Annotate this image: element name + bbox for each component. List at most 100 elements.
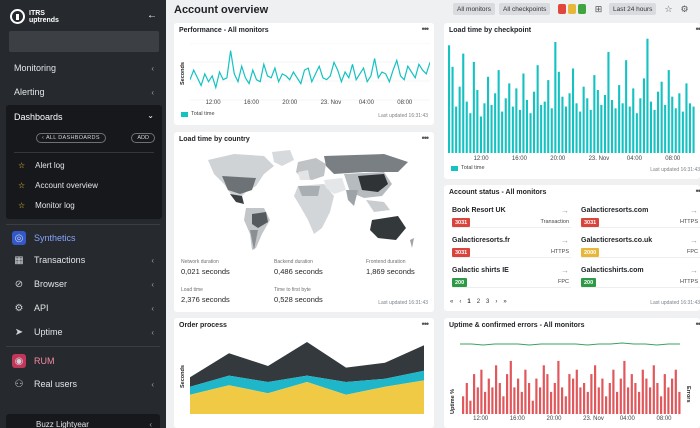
dashboards-title[interactable]: Dashboards — [14, 112, 63, 122]
monitor-type: HTTPS — [679, 219, 698, 225]
chevron-down-icon[interactable]: ⌄ — [147, 111, 154, 120]
monitor-status-item[interactable]: Galacticresorts.co.uk → 2000 FPC — [581, 236, 700, 258]
map-china — [358, 174, 388, 192]
error-bar — [674, 369, 677, 414]
order-process-panel: Order process ••• Seconds — [174, 318, 434, 428]
bar — [494, 93, 497, 153]
all-monitors-filter[interactable]: All monitors — [453, 3, 495, 15]
bar — [667, 70, 670, 153]
error-bar — [601, 378, 604, 414]
monitor-status-item[interactable]: Galacticresorts.com → 3031 HTTPS — [581, 206, 700, 228]
page-title: Account overview — [174, 4, 269, 16]
compass-icon: ⊘ — [14, 278, 24, 290]
send-icon: ➤ — [14, 326, 24, 338]
error-bar — [612, 369, 615, 414]
bar — [455, 106, 458, 153]
dashboard-link-alert-log[interactable]: ☆ Alert log — [18, 161, 65, 170]
map-mexico — [230, 194, 244, 204]
star-icon[interactable]: ☆ — [18, 181, 26, 190]
panel-title: Load time by checkpoint — [449, 27, 532, 34]
status-filter-red[interactable] — [558, 4, 566, 14]
user-menu[interactable]: Buzz Lightyear ‹ — [6, 414, 160, 428]
add-dashboard-button[interactable]: ADD — [131, 133, 155, 143]
sidebar-item-label: Alerting — [14, 87, 45, 97]
more-options-icon[interactable]: ••• — [695, 319, 700, 329]
page-3[interactable]: 3 — [486, 299, 490, 305]
star-icon[interactable]: ☆ — [18, 201, 26, 210]
monitor-type: FPC — [558, 279, 569, 285]
bar — [642, 78, 645, 153]
star-icon[interactable]: ☆ — [664, 3, 673, 14]
error-bar — [627, 387, 630, 414]
bar — [572, 68, 575, 153]
more-options-icon[interactable]: ••• — [421, 133, 430, 143]
more-options-icon[interactable]: ••• — [695, 186, 700, 196]
sidebar-item-uptime[interactable]: ➤ Uptime ‹ — [0, 321, 166, 343]
error-bar — [473, 374, 476, 414]
arrow-right-icon[interactable]: → — [561, 266, 569, 275]
monitor-name: Galacticshirts.com — [581, 267, 644, 274]
bar — [649, 101, 652, 153]
chevron-left-icon: ‹ — [151, 255, 154, 265]
bar — [564, 106, 567, 153]
logo[interactable]: ITRS uptrends — [10, 9, 59, 24]
collapse-sidebar-icon[interactable]: ← — [147, 10, 157, 21]
all-dashboards-button[interactable]: ‹ ALL DASHBOARDS — [36, 133, 106, 143]
sidebar-item-synthetics[interactable]: ◎ Synthetics — [0, 227, 166, 249]
error-bar — [619, 378, 622, 414]
sidebar-item-transactions[interactable]: ▦ Transactions ‹ — [0, 249, 166, 271]
sidebar-item-label: RUM — [34, 356, 55, 366]
bar — [660, 81, 663, 153]
prev-page-icon[interactable]: ‹ — [459, 299, 462, 305]
sidebar-search-input[interactable] — [9, 31, 159, 52]
world-map — [208, 150, 414, 250]
time-range-selector[interactable]: Last 24 hours — [609, 3, 657, 15]
last-page-icon[interactable]: » — [503, 299, 507, 305]
monitor-name: Galactic shirts IE — [452, 267, 509, 274]
monitor-status-item[interactable]: Galacticresorts.fr → 3031 HTTPS — [452, 236, 571, 258]
sidebar-item-api[interactable]: ⚙ API ‹ — [0, 297, 166, 319]
sidebar-item-rum[interactable]: ◉ RUM — [0, 350, 166, 372]
error-bar — [524, 369, 527, 414]
page-1[interactable]: 1 — [467, 299, 471, 305]
sidebar-item-browser[interactable]: ⊘ Browser ‹ — [0, 273, 166, 295]
bar — [603, 95, 606, 153]
next-page-icon[interactable]: › — [495, 299, 498, 305]
dashboard-link-account-overview[interactable]: ☆ Account overview — [18, 181, 98, 190]
status-filter-green[interactable] — [578, 4, 586, 14]
legend: Total time — [181, 111, 215, 117]
bar — [487, 76, 490, 153]
sidebar-item-real-users[interactable]: ⚇ Real users ‹ — [0, 373, 166, 395]
more-options-icon[interactable]: ••• — [421, 319, 430, 329]
error-bar — [579, 387, 582, 414]
x-tick-label: 16:00 — [509, 416, 525, 422]
error-bar — [568, 374, 571, 414]
arrow-right-icon[interactable]: → — [690, 236, 698, 245]
sidebar-item-monitoring[interactable]: Monitoring ‹ — [0, 57, 166, 79]
status-filter-yellow[interactable] — [568, 4, 576, 14]
first-page-icon[interactable]: « — [450, 299, 454, 305]
arrow-right-icon[interactable]: → — [561, 236, 569, 245]
more-options-icon[interactable]: ••• — [421, 24, 430, 34]
gear-icon[interactable]: ⚙ — [680, 3, 689, 14]
grid-icon[interactable]: ⊞ — [594, 3, 603, 14]
page-2[interactable]: 2 — [476, 299, 481, 305]
performance-chart — [190, 43, 430, 101]
monitor-status-item[interactable]: Galacticshirts.com → 200 HTTPS — [581, 266, 700, 288]
monitor-status-item[interactable]: Book Resort UK → 3031 Transaction — [452, 206, 571, 228]
panel-title: Load time by country — [179, 136, 250, 143]
arrow-right-icon[interactable]: → — [690, 206, 698, 215]
more-options-icon[interactable]: ••• — [695, 24, 700, 34]
dashboards-panel: Dashboards ⌄ ‹ ALL DASHBOARDS ADD ☆ Aler… — [6, 105, 162, 219]
arrow-right-icon[interactable]: → — [561, 206, 569, 215]
bar — [671, 96, 674, 153]
stat-label: Frontend duration — [366, 259, 406, 265]
star-icon[interactable]: ☆ — [18, 161, 26, 170]
dashboard-link-monitor-log[interactable]: ☆ Monitor log — [18, 201, 75, 210]
monitor-status-item[interactable]: Galactic shirts IE → 200 FPC — [452, 266, 571, 288]
all-checkpoints-filter[interactable]: All checkpoints — [499, 3, 551, 15]
arrow-right-icon[interactable]: → — [690, 266, 698, 275]
bar — [596, 90, 599, 153]
sidebar-item-alerting[interactable]: Alerting ‹ — [0, 81, 166, 103]
error-bar — [509, 360, 512, 414]
